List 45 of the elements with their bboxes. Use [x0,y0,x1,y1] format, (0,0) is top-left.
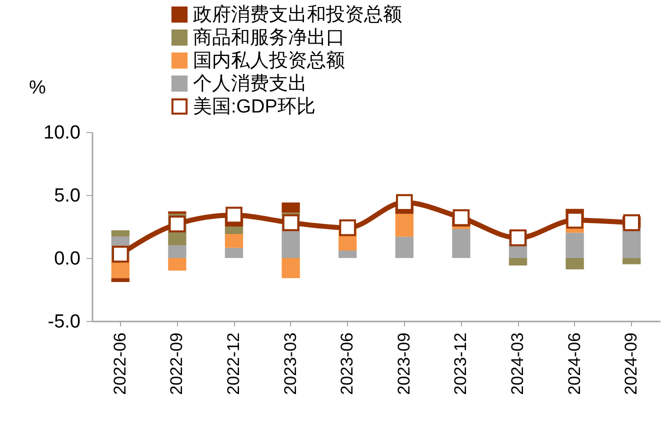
y-tick-label: 10.0 [44,122,80,144]
x-tick-label: 2023-06 [338,332,357,395]
bar [452,226,470,230]
bar [224,234,244,248]
bar [395,214,414,237]
bar [224,248,244,258]
x-tick-label: 2024-06 [564,332,584,395]
bar [111,230,130,237]
point [282,214,300,232]
legend-label: 美国:GDP环比 [193,96,316,118]
bar [508,258,528,266]
legend-label: 个人消费支出 [193,74,307,94]
bar [168,245,186,258]
x-tick-label: 2023-12 [451,332,470,395]
y-axis-title: % [29,78,46,98]
legend-label: 商品和服务净出口 [193,26,345,48]
point [623,214,640,232]
x-tick-label: 2023-09 [394,332,414,395]
bar [111,278,130,282]
bar [566,232,584,258]
x-tick-label: 2022-12 [224,332,243,395]
bar [622,258,641,264]
bar [224,226,244,234]
x-tick-label: 2022-09 [167,332,186,395]
legend-label: 政府消费支出和投资总额 [193,4,402,26]
x-tick-label: 2022-06 [110,332,130,395]
point [226,206,242,224]
bar [338,250,357,258]
x-tick-label: 2024-09 [622,332,641,395]
point [452,209,470,226]
y-tick-label: 5.0 [54,186,80,206]
bar [395,236,414,258]
x-tick-label: 2024-03 [508,332,527,395]
y-tick-label: -5.0 [48,312,80,332]
point [396,194,413,211]
bar [566,258,584,270]
bar [168,258,186,271]
point [566,212,584,229]
bar [452,229,470,258]
x-tick-label: 2023-03 [280,332,300,395]
point [339,219,356,236]
bar [282,202,300,213]
bar [282,258,300,278]
y-tick-label: 0.0 [54,248,80,270]
legend-label: 国内私人投资总额 [193,50,345,72]
